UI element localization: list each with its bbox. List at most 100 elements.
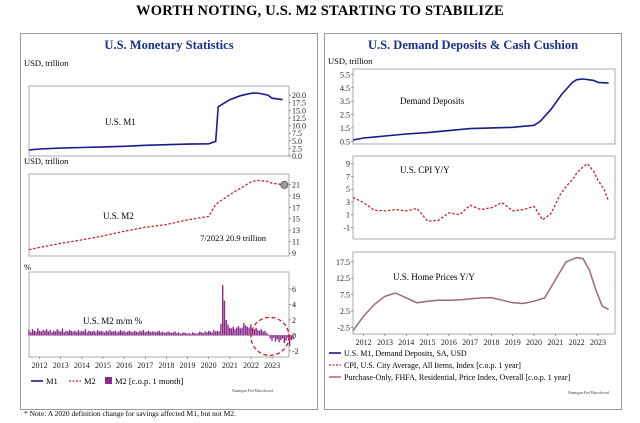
m2-ytick-label: 19 [292,192,300,201]
m2-mom-bar [248,327,250,336]
m2-mom-bar [176,333,178,336]
demand_deposits-ytick-label: 1.5 [340,124,350,133]
left-xtick-label: 2013 [53,361,69,370]
m2-mom-bar [67,331,69,336]
m2-mom-bar [197,333,199,336]
m2-mom-bar [89,331,92,336]
m2-mom-bar [51,332,53,336]
m2-mom-bar [195,333,197,336]
m2-mom-bar [45,329,48,336]
m2-mom-bar [290,335,293,340]
m2-mom-bar [269,335,271,339]
m2-mom-bar [91,331,94,336]
legend-m2-mom-swatch [105,377,112,384]
m1-ytick-label: 5.0 [292,137,302,146]
m2-mom-bar [213,329,215,336]
m2-mom-bar [31,329,34,336]
m2-ytick-label: 11 [292,238,300,247]
dd-series-label: Demand Deposits [400,96,465,106]
m2-mom-bar [33,330,35,336]
m2-mom-bar [207,330,210,336]
right-panel-title: U.S. Demand Deposits & Cash Cushion [367,38,579,52]
home_prices-plot-frame [352,251,616,335]
m2-mom-bar [156,331,159,336]
m2_mom-ytick-label: 4 [292,300,296,309]
left-xtick-label: 2012 [32,361,48,370]
cpi-plot-frame [352,155,616,240]
m2-mom-bar [118,331,120,336]
m2-mom-bar [234,329,236,336]
demand_deposits-plot-frame [352,68,616,145]
m2-mom-bar [185,333,187,336]
m2-mom-bar [281,335,284,339]
m2-mom-bar [186,333,189,336]
left-xtick-label: 2020 [201,361,217,370]
m2-mom-bar [177,332,180,336]
demand_deposits-ytick-label: 5.5 [340,70,350,79]
demand_deposits-ytick-label: 3.5 [340,97,350,106]
source-tag-right: Bannigan Fed Macroboard [568,391,609,395]
m2-mom-bar [126,331,129,336]
m2_mom-ytick-label: -2 [292,347,299,356]
m2-ytick-label: 15 [292,215,300,224]
m2-mom-bar [123,330,125,336]
m2-mom-series-label: U.S. M2 m/m % [83,316,143,326]
m1-ytick-label: 0.0 [292,152,302,161]
m2-mom-bar [236,327,238,336]
m2-mom-bar [221,285,224,336]
m2-mom-bar [193,333,196,336]
m2-ytick-label: 21 [292,180,300,189]
left-xtick-label: 2022 [243,361,259,370]
m2-unit-label: USD, trillion [24,156,69,166]
m2-mom-bar [37,328,39,336]
m1-ytick-label: 2.5 [292,144,302,153]
right-xtick-label: 2013 [377,338,393,347]
m2-mom-bar [278,335,280,343]
right-chart-panel: U.S. Demand Deposits & Cash Cushion USD,… [324,33,622,410]
m2-mom-bar [137,332,139,336]
m2-mom-bar [61,328,64,336]
m2-ytick-label: 17 [292,203,300,212]
cpi-series-line [352,162,610,222]
m2-mom-bar [95,332,97,336]
m2-mom-bar [125,332,127,336]
m2-mom-bar [287,335,289,338]
cpi-ytick-label: 3 [346,198,350,207]
m2-mom-bar [109,329,111,336]
home_prices-ytick-label: 2.5 [340,307,350,316]
home-prices-series-label: U.S. Home Prices Y/Y [393,272,475,282]
m2-mom-bar [280,335,282,340]
m2-mom-bar [102,331,104,336]
m2_mom-ytick-label: 2 [292,316,296,325]
legend-m2-label: M2 [84,376,96,386]
m2-mom-bar [135,331,138,336]
m2-mom-bar [220,323,222,336]
m2-mom-bar [292,335,294,340]
home_prices-ytick-label: 12.5 [336,274,350,283]
m2-mom-bar [202,333,205,336]
m2-mom-bar [149,332,152,336]
m2-mom-bar [72,331,74,336]
m2-mom-unit-label: % [24,262,31,272]
m2-mom-bar [30,332,32,336]
m2-mom-bar [230,328,233,336]
m2-mom-bar [40,331,43,336]
m2-mom-bar [81,330,83,336]
m2-mom-bar [77,329,80,336]
m2-mom-bar [267,334,270,336]
left-panel-charts: USD, trillion 0.02.55.07.510.012.515.017.… [24,58,306,393]
m2-mom-bar [241,327,243,336]
right-xtick-label: 2021 [547,338,563,347]
m2-mom-bar [200,332,203,336]
m2-mom-bar [68,329,71,336]
m2-mom-bar [155,332,157,336]
left-xtick-label: 2014 [74,361,90,370]
left-panel-title: U.S. Monetary Statistics [104,38,234,52]
cpi-ytick-label: 7 [346,172,350,181]
m2-mom-bar [107,331,109,336]
m2-mom-bar [121,331,124,336]
m2-mom-bar [75,332,78,336]
m2-mom-bar [98,331,101,336]
m2-mom-bar [112,331,115,336]
m2-mom-bar [54,331,57,336]
